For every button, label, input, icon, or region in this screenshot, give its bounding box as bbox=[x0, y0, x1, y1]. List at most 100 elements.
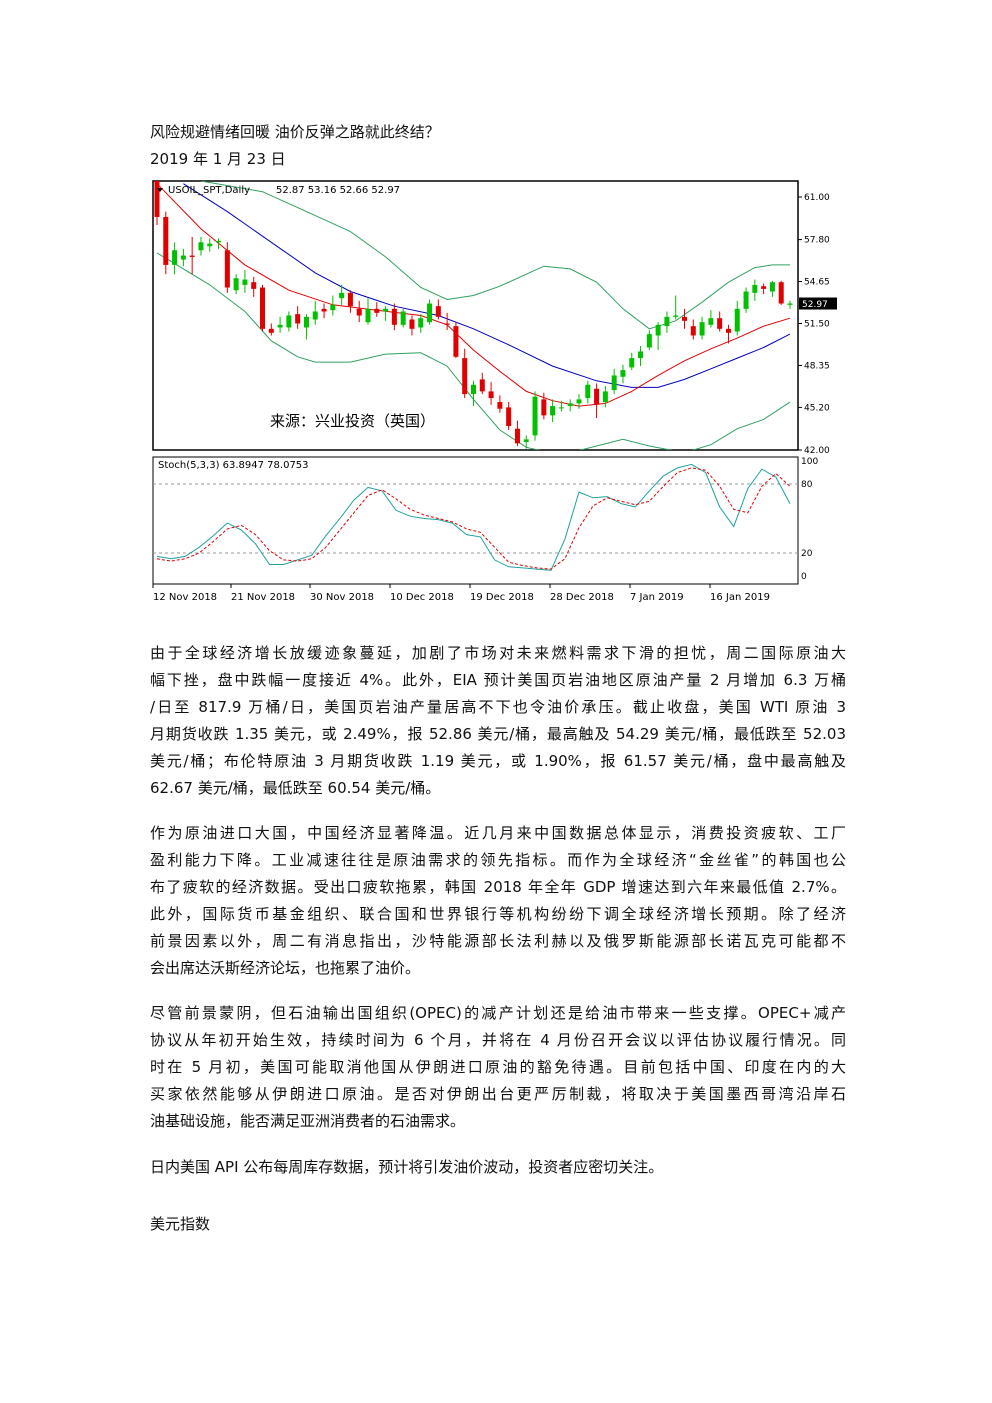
paragraph-line: 作为原油进口大国，中国经济显著降温。近几月来中国数据总体显示，消费投资疲软、工厂 bbox=[150, 824, 846, 842]
stoch-axis-label: 20 bbox=[801, 549, 813, 559]
paragraph-line: 协议从年初开始生效，持续时间为 6 个月，并将在 4 月份召开会议以评估协议履行… bbox=[150, 1031, 846, 1049]
oil-price-chart-svg: 61.00 57.80 54.65 51.50 48.35 45.20 42.00 52.97… bbox=[152, 180, 837, 603]
price-panel-frame bbox=[152, 180, 799, 451]
candle-body bbox=[233, 278, 239, 291]
candle-body bbox=[690, 326, 696, 336]
candle-body bbox=[558, 407, 564, 409]
candle-body bbox=[673, 315, 679, 317]
candle-body bbox=[180, 255, 186, 260]
source-watermark: 来源：兴业投资（英国） bbox=[270, 412, 435, 430]
page-title: 风险规避情绪回暖 油价反弹之路就此终结？ bbox=[150, 123, 440, 141]
paragraph-line: 幅下挫，盘中跌幅一度接近 4%。此外，EIA 预计美国页岩油地区原油产量 2 月… bbox=[150, 671, 846, 689]
candle-body bbox=[514, 428, 520, 444]
time-axis-label: 16 Jan 2019 bbox=[710, 592, 770, 603]
paragraph-line: 由于全球经济增长放缓迹象蔓延，加剧了市场对未来燃料需求下滑的担忧，周二国际原油大 bbox=[150, 644, 846, 662]
candle-body bbox=[541, 399, 547, 416]
candle-body bbox=[655, 324, 661, 336]
candle-body bbox=[207, 243, 213, 247]
candle-body bbox=[198, 242, 204, 251]
last-price-label: 52.97 bbox=[802, 300, 828, 310]
time-axis-label: 7 Jan 2019 bbox=[630, 592, 684, 603]
candle-body bbox=[602, 391, 608, 403]
price-axis-label: 45.20 bbox=[804, 403, 830, 413]
time-axis-label: 10 Dec 2018 bbox=[390, 592, 454, 603]
price-chart-title: USOIL_SPT,Daily bbox=[168, 185, 250, 196]
candle-body bbox=[725, 328, 731, 333]
paragraph-line: 美元/桶；布伦特原油 3 月期货收跌 1.19 美元，或 1.90%，报 61.… bbox=[150, 752, 846, 770]
candle-body bbox=[242, 279, 248, 285]
stoch-axis-label: 80 bbox=[801, 480, 813, 490]
oil-price-chart: 61.00 57.80 54.65 51.50 48.35 45.20 42.00 52.97… bbox=[150, 178, 840, 608]
price-axis-label: 51.50 bbox=[804, 319, 830, 329]
candle-body bbox=[576, 399, 582, 404]
paragraph-1: 由于全球经济增长放缓迹象蔓延，加剧了市场对未来燃料需求下滑的担忧，周二国际原油大… bbox=[150, 640, 846, 802]
candle-body bbox=[585, 384, 591, 399]
candle-body bbox=[471, 384, 476, 395]
candle-body bbox=[409, 319, 415, 329]
candle-body bbox=[708, 318, 714, 325]
price-ohlc-label: 52.87 53.16 52.66 52.97 bbox=[276, 185, 400, 196]
candle-body bbox=[611, 375, 617, 391]
price-plot-area bbox=[154, 181, 793, 450]
candle-body bbox=[699, 322, 705, 336]
stoch-axis-label: 0 bbox=[801, 572, 807, 582]
candle-body bbox=[462, 358, 468, 395]
candle-body bbox=[646, 334, 652, 348]
candle-body bbox=[321, 308, 327, 312]
candle-body bbox=[339, 292, 345, 299]
candle-body bbox=[550, 406, 556, 416]
candle-body bbox=[488, 391, 494, 399]
paragraph-line: /日至 817.9 万桶/日，美国页岩油产量居高不下也令油价承压。截止收盘，美国… bbox=[150, 698, 846, 716]
candle-body bbox=[303, 316, 309, 328]
paragraph-line: 布了疲软的经济数据。受出口疲软拖累，韩国 2018 年全年 GDP 增速达到六年… bbox=[150, 878, 846, 896]
candle-body bbox=[435, 306, 441, 317]
candle-body bbox=[391, 308, 397, 325]
candle-body bbox=[400, 311, 406, 325]
paragraph-3: 尽管前景蒙阴，但石油输出国组织(OPEC)的减产计划还是给油市带来一些支撑。OP… bbox=[150, 1000, 846, 1135]
time-axis-label: 12 Nov 2018 bbox=[153, 592, 217, 603]
stoch-k-line bbox=[156, 463, 791, 571]
candle-body bbox=[312, 311, 318, 320]
date-line: 2019 年 1 月 23 日 bbox=[150, 150, 286, 168]
time-axis-label: 28 Dec 2018 bbox=[550, 592, 614, 603]
price-axis-label: 61.00 bbox=[804, 193, 830, 203]
candle-body bbox=[444, 323, 450, 325]
candle-body bbox=[453, 326, 459, 357]
time-axis-label: 30 Nov 2018 bbox=[310, 592, 374, 603]
candle-body bbox=[734, 308, 740, 332]
candle-body bbox=[427, 303, 433, 323]
candle-body bbox=[532, 396, 538, 436]
price-axis-label: 42.00 bbox=[804, 446, 830, 456]
candle-body bbox=[761, 286, 767, 289]
paragraph-2: 作为原油进口大国，中国经济显著降温。近几月来中国数据总体显示，消费投资疲软、工厂… bbox=[150, 820, 846, 982]
candle-body bbox=[752, 284, 758, 293]
paragraph-4: 日内美国 API 公布每周库存数据，预计将引发油价波动，投资者应密切关注。 bbox=[150, 1154, 846, 1181]
candle-body bbox=[787, 303, 793, 305]
dropdown-triangle-icon bbox=[157, 188, 163, 192]
bollinger-lower-line bbox=[156, 252, 791, 450]
bollinger-upper-line bbox=[200, 181, 790, 330]
stoch-chart-title: Stoch(5,3,3) 63.8947 78.0753 bbox=[158, 460, 309, 471]
candle-body bbox=[418, 318, 424, 328]
candle-body bbox=[356, 308, 362, 316]
candle-body bbox=[629, 358, 635, 368]
paragraph-line: 盈利能力下降。工业减速往往是原油需求的领先指标。而作为全球经济“金丝雀”的韩国也… bbox=[150, 851, 846, 869]
price-axis-label: 54.65 bbox=[804, 278, 830, 288]
moving-average-fast-line bbox=[156, 183, 791, 407]
time-axis-label: 19 Dec 2018 bbox=[470, 592, 534, 603]
paragraph-line: 买家依然能够从伊朗进口原油。是否对伊朗出台更严厉制裁，将取决于美国墨西哥湾沿岸石 bbox=[150, 1085, 846, 1103]
paragraph-line: 尽管前景蒙阴，但石油输出国组织(OPEC)的减产计划还是给油市带来一些支撑。OP… bbox=[150, 1004, 846, 1022]
section-heading: 美元指数 bbox=[150, 1215, 211, 1233]
candle-body bbox=[682, 316, 687, 321]
paragraph-line: 会出席达沃斯经济论坛，也拖累了油价。 bbox=[150, 959, 421, 977]
candle-body bbox=[347, 292, 353, 307]
candle-body bbox=[189, 255, 195, 257]
candle-body bbox=[374, 308, 380, 313]
candle-body bbox=[330, 304, 336, 311]
candle-body bbox=[295, 314, 301, 324]
paragraph-line: 日内美国 API 公布每周库存数据，预计将引发油价波动，投资者应密切关注。 bbox=[150, 1158, 664, 1176]
stoch-axis-label: 100 bbox=[801, 457, 818, 467]
candle-body bbox=[523, 439, 529, 443]
candle-body bbox=[260, 287, 265, 329]
candle-body bbox=[154, 181, 160, 217]
